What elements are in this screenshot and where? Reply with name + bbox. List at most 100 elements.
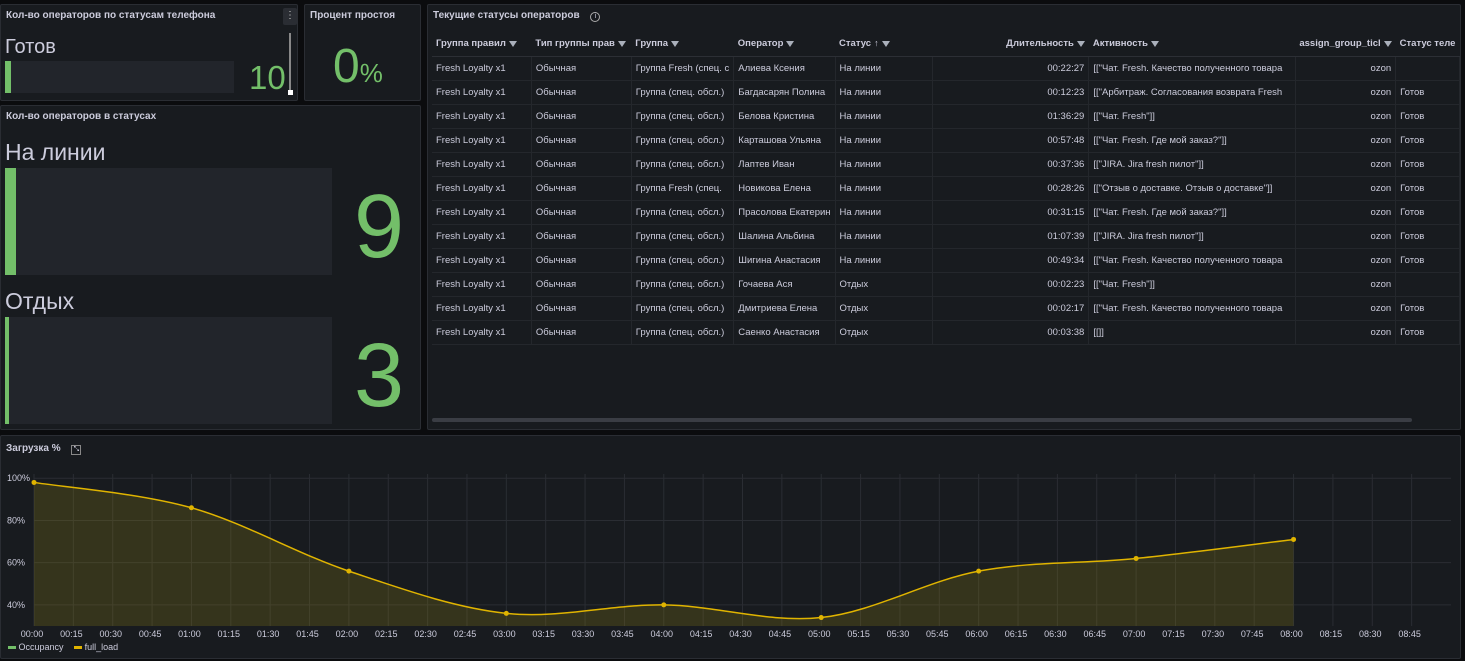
table-cell: ozon — [1295, 296, 1397, 321]
table-cell: Обычная — [531, 248, 632, 273]
table-cell: ozon — [1295, 128, 1397, 153]
data-point — [188, 505, 194, 511]
column-header[interactable]: Тип группы прав — [531, 32, 632, 57]
x-tick-label: 02:15 — [375, 629, 398, 639]
filter-icon[interactable] — [508, 41, 517, 48]
column-header-label: assign_group_ticl — [1299, 38, 1381, 50]
scrollbar-vertical[interactable] — [289, 33, 291, 93]
table-cell: Обычная — [531, 176, 632, 201]
table-row[interactable]: Fresh Loyalty x1 Обычная Группа (спец. обс… — [432, 152, 1460, 177]
table-cell: [["Отзыв о доставке. Отзыв о доставке"]] — [1088, 176, 1296, 201]
table-cell: Готов — [1395, 296, 1460, 321]
x-tick-label: 00:30 — [99, 629, 122, 639]
table-cell: Алиева Ксения — [733, 56, 836, 81]
filter-icon[interactable] — [786, 41, 795, 48]
table-cell: 00:28:26 — [932, 176, 1090, 201]
table-cell: 01:36:29 — [932, 104, 1090, 129]
table-cell: Дмитриева Елена — [733, 296, 836, 321]
column-header[interactable]: Длительность — [932, 32, 1089, 57]
table-row[interactable]: Fresh Loyalty x1 Обычная Группа (спец. обс… — [432, 224, 1460, 249]
idle-percent-panel: Процент простоя 0% — [304, 4, 421, 101]
table-row[interactable]: Fresh Loyalty x1 Обычная Группа (спец. обс… — [432, 320, 1460, 345]
table-cell: [["Чат. Fresh. Качество полученного това… — [1088, 56, 1296, 81]
table-cell: Готов — [1395, 320, 1460, 345]
x-tick-label: 01:45 — [296, 629, 319, 639]
sort-ascending-icon[interactable]: ↑ — [874, 38, 879, 49]
table-cell: Обычная — [531, 320, 632, 345]
legend-item-occupancy[interactable]: Occupancy — [18, 642, 64, 652]
table-body: Fresh Loyalty x1 Обычная Группа Fresh (спе… — [432, 56, 1460, 345]
table-cell: [["Чат. Fresh"]] — [1088, 104, 1296, 129]
info-icon[interactable]: i — [590, 12, 601, 22]
column-header[interactable]: Активность — [1088, 32, 1296, 57]
table-cell: Группа (спец. обсл.) — [631, 296, 735, 321]
filter-icon[interactable] — [617, 41, 626, 48]
table-cell: Обычная — [531, 152, 632, 177]
stat-label-online: На линии — [5, 139, 106, 165]
table-scrollbar[interactable] — [432, 418, 1412, 422]
idle-value: 0% — [333, 39, 383, 94]
table-cell: 00:22:27 — [932, 56, 1090, 81]
panel-title: Кол-во операторов в статусах — [6, 111, 157, 122]
table-cell: Белова Кристина — [733, 104, 836, 129]
column-header-label: Активность — [1092, 38, 1148, 50]
x-tick-label: 07:15 — [1162, 629, 1185, 639]
column-header[interactable]: assign_group_ticl — [1295, 32, 1396, 57]
table-cell: На линии — [835, 200, 934, 225]
x-tick-label: 08:00 — [1280, 629, 1303, 639]
x-tick-label: 03:15 — [532, 629, 555, 639]
table-cell: Группа (спец. обсл.) — [631, 152, 735, 177]
table-row[interactable]: Fresh Loyalty x1 Обычная Группа (спец. обс… — [432, 200, 1460, 225]
column-header[interactable]: Группа — [631, 32, 734, 57]
x-tick-label: 07:00 — [1123, 629, 1146, 639]
table-cell: Fresh Loyalty x1 — [432, 200, 532, 225]
column-header[interactable]: Статус ↑ — [835, 32, 933, 57]
x-tick-label: 05:15 — [847, 629, 870, 639]
stat-label: Готов — [5, 36, 56, 58]
panel-link-icon[interactable]: ⤡ — [71, 445, 82, 455]
table-cell — [1395, 272, 1460, 297]
stat-bar-online — [5, 168, 332, 275]
table-cell: ozon — [1295, 320, 1397, 345]
table-row[interactable]: Fresh Loyalty x1 Обычная Группа (спец. обс… — [432, 248, 1460, 273]
x-tick-label: 03:00 — [493, 629, 516, 639]
y-tick-label: 60% — [7, 558, 25, 568]
x-tick-label: 04:45 — [769, 629, 792, 639]
column-header-label: Тип группы прав — [535, 38, 615, 50]
data-point — [1133, 555, 1139, 561]
column-header[interactable]: Оператор — [733, 32, 836, 57]
data-point — [31, 479, 37, 485]
table-cell: На линии — [835, 248, 934, 273]
table-row[interactable]: Fresh Loyalty x1 Обычная Группа (спец. обс… — [432, 80, 1460, 105]
table-row[interactable]: Fresh Loyalty x1 Обычная Группа (спец. обс… — [432, 296, 1460, 321]
filter-icon[interactable] — [671, 41, 680, 48]
filter-icon[interactable] — [1383, 41, 1392, 48]
filter-icon[interactable] — [881, 41, 890, 48]
load-chart-panel: Загрузка % ⤡ 00:00 00:15 00:30 00:45 01:00 01… — [0, 435, 1461, 659]
column-header-label: Статус — [839, 38, 872, 50]
y-tick-label: 40% — [7, 600, 25, 610]
table-row[interactable]: Fresh Loyalty x1 Обычная Группа (спец. обс… — [432, 104, 1460, 129]
table-row[interactable]: Fresh Loyalty x1 Обычная Группа (спец. обс… — [432, 128, 1460, 153]
stat-value: 10 — [249, 59, 286, 96]
x-tick-label: 06:30 — [1044, 629, 1067, 639]
table-cell: Готов — [1395, 80, 1460, 105]
x-tick-label: 04:30 — [729, 629, 752, 639]
column-header[interactable]: Группа правил — [432, 32, 532, 57]
table-cell: Fresh Loyalty x1 — [432, 128, 532, 153]
table-row[interactable]: Fresh Loyalty x1 Обычная Группа Fresh (спе… — [432, 176, 1460, 201]
table-cell: [["Арбитраж. Согласования возврата Fresh — [1088, 80, 1296, 105]
legend-item-full-load[interactable]: full_load — [84, 642, 119, 652]
column-header[interactable]: Статус теле — [1395, 32, 1460, 57]
phone-status-panel: Кол-во операторов по статусам телефона ⋮… — [0, 4, 298, 101]
table-row[interactable]: Fresh Loyalty x1 Обычная Группа (спец. обс… — [432, 272, 1460, 297]
panel-menu-icon[interactable]: ⋮ — [283, 8, 297, 25]
stat-label-rest: Отдых — [5, 288, 75, 314]
table-cell: 01:07:39 — [932, 224, 1090, 249]
data-point — [503, 610, 509, 616]
table-row[interactable]: Fresh Loyalty x1 Обычная Группа Fresh (спе… — [432, 56, 1460, 81]
filter-icon[interactable] — [1150, 41, 1159, 48]
stat-value-rest: 3 — [354, 326, 405, 426]
table-cell: Готов — [1395, 128, 1460, 153]
filter-icon[interactable] — [1076, 41, 1085, 48]
